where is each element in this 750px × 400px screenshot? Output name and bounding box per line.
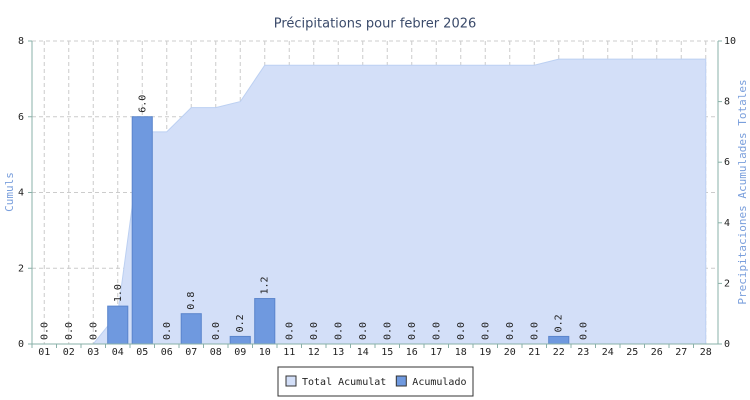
- data-label: 0.0: [480, 322, 491, 340]
- x-tick-label: 09: [234, 347, 246, 358]
- data-label: 0.0: [39, 322, 50, 340]
- bar: [131, 116, 153, 345]
- data-label: 0.0: [456, 322, 467, 340]
- x-tick-label: 22: [553, 347, 565, 358]
- data-label: 0.0: [64, 322, 75, 340]
- legend-box: [277, 366, 474, 397]
- bar: [254, 298, 276, 345]
- y2-tick-label: 2: [724, 278, 730, 289]
- y-tick-label: 4: [18, 188, 24, 199]
- data-label: 0.0: [358, 322, 369, 340]
- x-tick-label: 02: [63, 347, 75, 358]
- y2-tick-label: 10: [724, 36, 736, 47]
- data-label: 0.0: [88, 322, 99, 340]
- x-tick-label: 24: [602, 347, 614, 358]
- legend-label: Acumulado: [412, 377, 466, 388]
- area: [44, 58, 707, 345]
- x-tick-label: 12: [308, 347, 320, 358]
- bar: [229, 335, 251, 345]
- x-tick-label: 05: [136, 347, 148, 358]
- x-tick-label: 26: [651, 347, 663, 358]
- x-tick-label: 03: [87, 347, 99, 358]
- x-tick-label: 14: [357, 347, 369, 358]
- y-tick-label: 2: [18, 263, 24, 274]
- legend-swatch: [285, 375, 297, 387]
- x-tick-label: 15: [381, 347, 393, 358]
- x-tick-label: 07: [185, 347, 197, 358]
- legend-swatch: [395, 375, 407, 387]
- y-tick-label: 8: [18, 36, 24, 47]
- x-tick-label: 01: [38, 347, 50, 358]
- data-label: 0.0: [309, 322, 320, 340]
- x-tick-label: 23: [577, 347, 589, 358]
- bar: [107, 305, 129, 345]
- data-label: 0.0: [211, 322, 222, 340]
- data-label: 0.0: [529, 322, 540, 340]
- x-tick-label: 17: [430, 347, 442, 358]
- x-tick-label: 25: [626, 347, 638, 358]
- data-label: 0.0: [162, 322, 173, 340]
- data-label: 1.0: [113, 284, 124, 302]
- x-tick-label: 21: [528, 347, 540, 358]
- data-label: 0.2: [554, 314, 565, 332]
- data-label: 0.0: [578, 322, 589, 340]
- y-tick-label: 0: [18, 339, 24, 350]
- data-label: 0.0: [431, 322, 442, 340]
- bar: [180, 313, 202, 345]
- data-label: 0.8: [186, 292, 197, 310]
- x-tick-label: 27: [675, 347, 687, 358]
- y-axis-label: Cumuls: [3, 172, 16, 212]
- y2-tick-label: 8: [724, 97, 730, 108]
- data-label: 6.0: [137, 95, 148, 113]
- data-label: 0.0: [284, 322, 295, 340]
- x-tick-label: 18: [455, 347, 467, 358]
- x-tick-label: 28: [700, 347, 712, 358]
- x-tick-label: 16: [406, 347, 418, 358]
- x-tick-label: 04: [112, 347, 124, 358]
- bar: [548, 335, 570, 345]
- legend-label: Total Acumulat: [302, 377, 386, 388]
- data-label: 0.0: [407, 322, 418, 340]
- data-label: 1.2: [260, 276, 271, 294]
- y2-axis-label: Precipitaciones Acumulades Totales: [736, 79, 749, 304]
- data-label: 0.0: [505, 322, 516, 340]
- data-label: 0.0: [382, 322, 393, 340]
- x-tick-label: 08: [210, 347, 222, 358]
- y2-tick-label: 4: [724, 218, 730, 229]
- data-label: 0.0: [333, 322, 344, 340]
- y2-tick-label: 0: [724, 339, 730, 350]
- data-label: 0.2: [235, 314, 246, 332]
- x-tick-label: 13: [332, 347, 344, 358]
- x-tick-label: 20: [504, 347, 516, 358]
- y2-tick-label: 6: [724, 157, 730, 168]
- x-tick-label: 19: [479, 347, 491, 358]
- x-tick-label: 11: [283, 347, 295, 358]
- chart-title: Précipitations pour febrer 2026: [274, 17, 477, 32]
- y-tick-label: 6: [18, 112, 24, 123]
- x-tick-label: 10: [259, 347, 271, 358]
- x-tick-label: 06: [161, 347, 173, 358]
